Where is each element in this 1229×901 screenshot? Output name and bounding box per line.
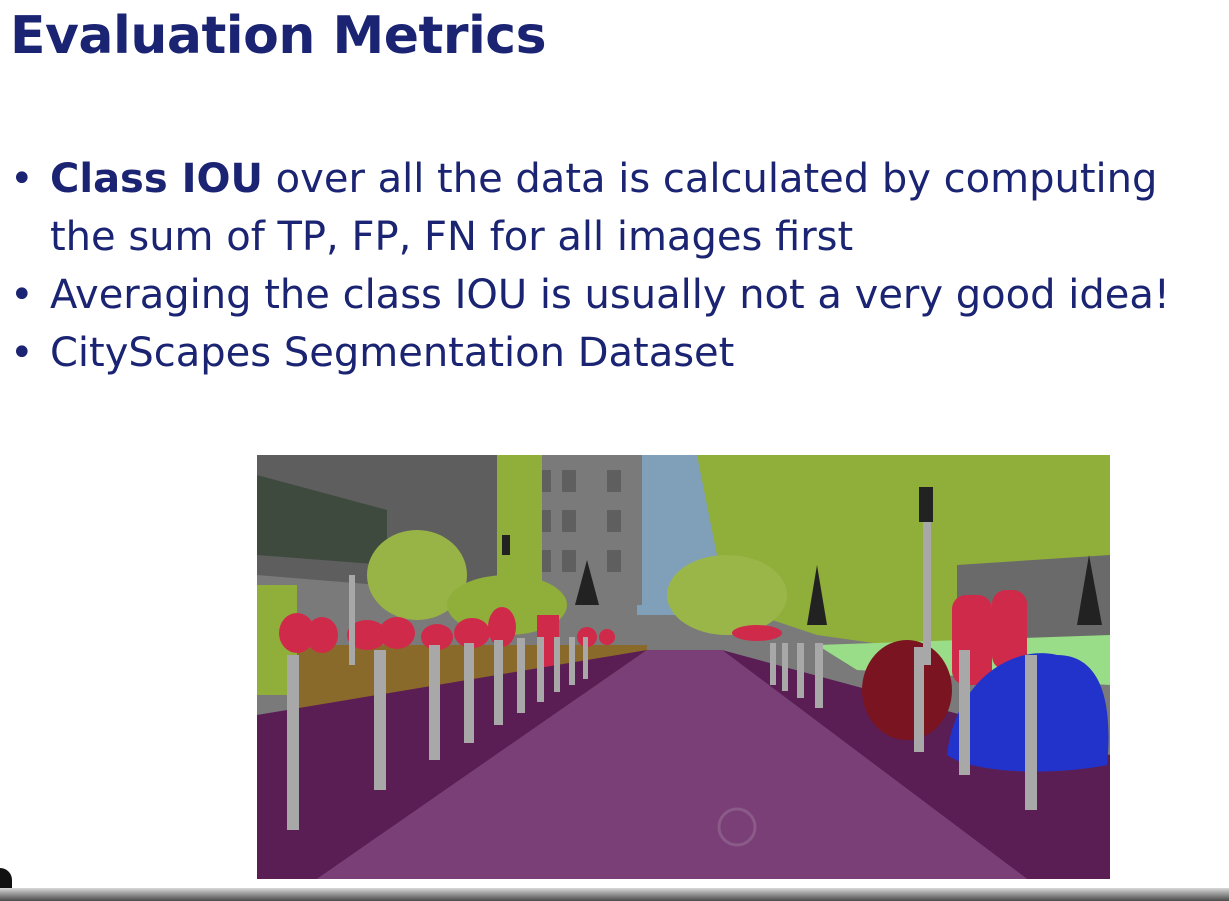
tree-center [667,555,787,635]
bollards-right [770,505,1037,810]
bullet-text: Averaging the class IOU is usually not a… [50,272,1170,318]
bullet-text: over all the data is calculated by compu… [262,156,1158,202]
bullet-list: • Class IOU over all the data is calcula… [8,150,1223,382]
bottom-band [0,888,1229,901]
road [317,650,1027,879]
bullet-text-continued: the sum of TP, FP, FN for all images fir… [50,214,854,260]
motorcycle [862,640,952,740]
bullet-dot: • [10,156,34,202]
segmentation-scene [257,455,1110,879]
awning [257,475,387,565]
bollards-left [287,575,588,830]
bullet-bold-text: Class IOU [50,156,263,202]
car-emblem [717,807,757,847]
bullet-item: • CityScapes Segmentation Dataset [8,324,1223,382]
bullet-text: CityScapes Segmentation Dataset [50,330,735,376]
tree-left [367,530,467,620]
bullet-dot: • [10,272,34,318]
traffic-lights [502,487,1102,625]
bullet-item: • Averaging the class IOU is usually not… [8,266,1223,324]
bullet-item: • Class IOU over all the data is calcula… [8,150,1223,266]
bullet-dot: • [10,330,34,376]
segmentation-image [257,455,1110,879]
slide-title: Evaluation Metrics [10,6,547,66]
sidewalk-left [257,650,647,879]
